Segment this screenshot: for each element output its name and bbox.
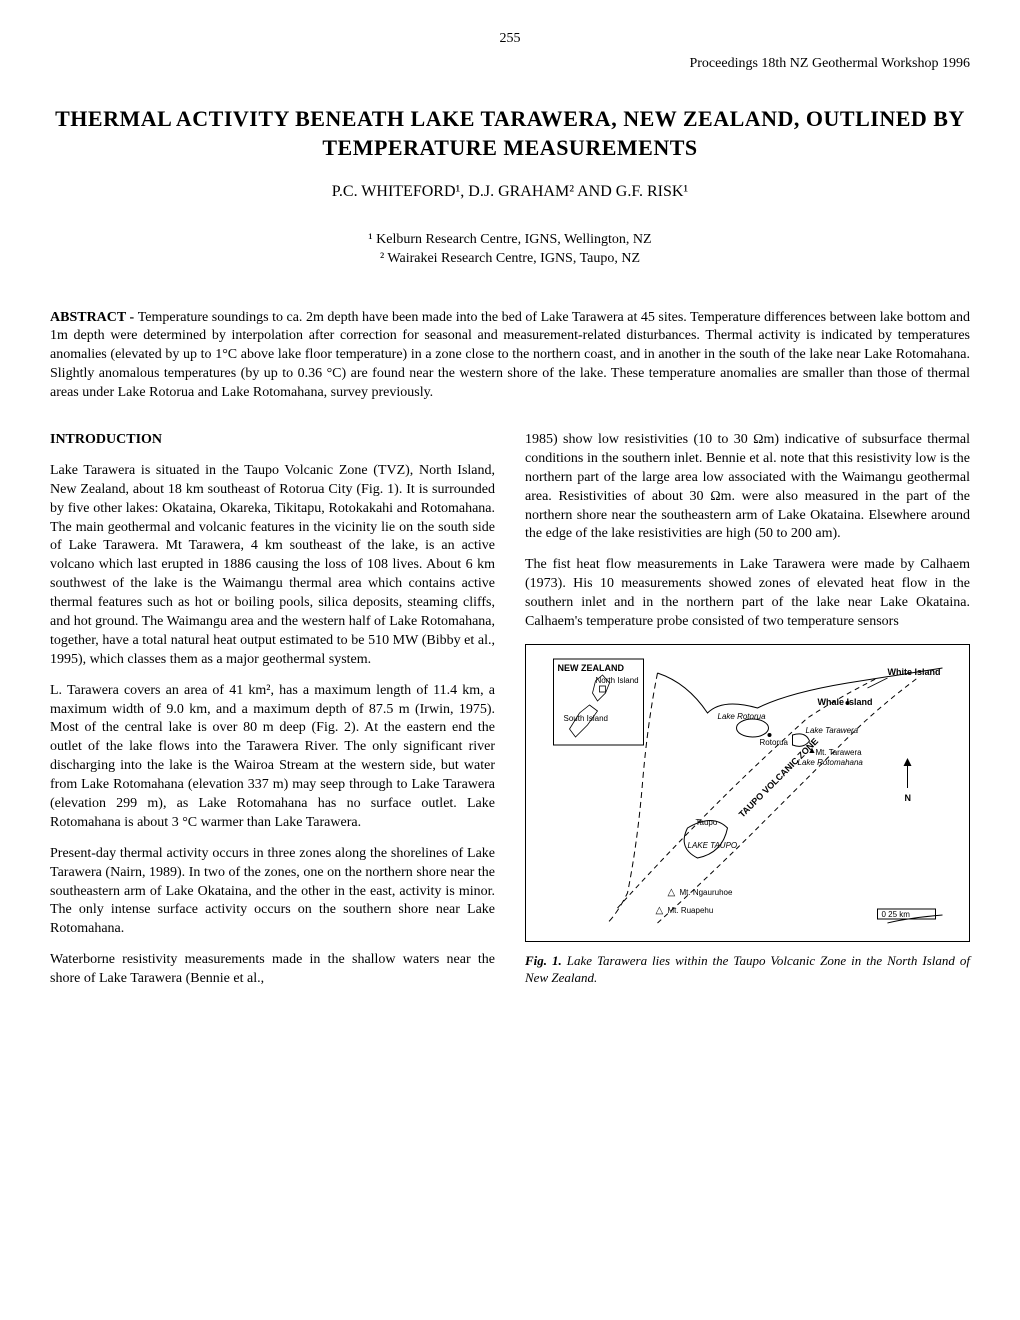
- proceedings-line: Proceedings 18th NZ Geothermal Workshop …: [50, 55, 970, 74]
- lake-rotorua-shape: [737, 719, 769, 737]
- figure-1-map: NEW ZEALAND North Island South Island: [525, 644, 970, 942]
- map-svg: NEW ZEALAND North Island South Island: [534, 653, 961, 933]
- label-taupo: Taupo: [696, 818, 718, 827]
- affiliation-1: ¹ Kelburn Research Centre, IGNS, Welling…: [50, 231, 970, 250]
- label-ruapehu: Mt. Ruapehu: [668, 906, 714, 915]
- paragraph: Waterborne resistivity measurements made…: [50, 951, 495, 989]
- label-lake-taupo: LAKE TAUPO: [688, 841, 738, 850]
- affiliations: ¹ Kelburn Research Centre, IGNS, Welling…: [50, 231, 970, 269]
- abstract-label: ABSTRACT -: [50, 310, 138, 325]
- label-ngauruhoe: Mt. Ngauruhoe: [680, 888, 733, 897]
- paragraph: Present-day thermal activity occurs in t…: [50, 845, 495, 939]
- label-lake-rotorua: Lake Rotorua: [718, 712, 767, 721]
- north-arrow-head: [904, 758, 912, 766]
- label-north: N: [905, 793, 912, 803]
- ngauruhoe-marker: △: [668, 887, 676, 898]
- paragraph: The fist heat flow measurements in Lake …: [525, 556, 970, 632]
- right-column: 1985) show low resistivities (10 to 30 Ω…: [525, 431, 970, 1001]
- label-lake-rotomahana: Lake Rotomahana: [798, 758, 864, 767]
- abstract: ABSTRACT - Temperature soundings to ca. …: [50, 309, 970, 403]
- paragraph: L. Tarawera covers an area of 41 km², ha…: [50, 682, 495, 833]
- label-south-island: South Island: [564, 714, 608, 723]
- page-number: 255: [50, 30, 970, 49]
- abstract-text: Temperature soundings to ca. 2m depth ha…: [50, 310, 970, 401]
- label-rotorua: Rotorua: [760, 738, 789, 747]
- figure-caption-label: Fig. 1.: [525, 953, 567, 968]
- rotorua-point: [768, 733, 772, 737]
- paper-title: THERMAL ACTIVITY BENEATH LAKE TARAWERA, …: [50, 104, 970, 163]
- tvz-boundary-right: [658, 678, 918, 923]
- label-white-island: White Island: [888, 667, 941, 677]
- authors-line: P.C. WHITEFORD¹, D.J. GRAHAM² AND G.F. R…: [50, 181, 970, 203]
- coastline-left-dashed: [608, 673, 658, 923]
- label-mt-tarawera: Mt. Tarawera: [816, 748, 863, 757]
- paragraph: Lake Tarawera is situated in the Taupo V…: [50, 462, 495, 670]
- figure-caption-text: Lake Tarawera lies within the Taupo Volc…: [525, 953, 970, 986]
- affiliation-2: ² Wairakei Research Centre, IGNS, Taupo,…: [50, 250, 970, 269]
- label-nz: NEW ZEALAND: [558, 663, 625, 673]
- ruapehu-marker: △: [656, 905, 664, 916]
- label-lake-tarawera: Lake Tarawera: [806, 726, 859, 735]
- figure-1-caption: Fig. 1. Lake Tarawera lies within the Ta…: [525, 952, 970, 987]
- section-heading-introduction: INTRODUCTION: [50, 431, 495, 450]
- label-scale: 0 25 km: [882, 910, 911, 919]
- inset-study-box: [600, 686, 606, 692]
- paragraph: 1985) show low resistivities (10 to 30 Ω…: [525, 431, 970, 544]
- left-column: INTRODUCTION Lake Tarawera is situated i…: [50, 431, 495, 1001]
- label-whale-island: Whale Island: [818, 697, 873, 707]
- two-column-body: INTRODUCTION Lake Tarawera is situated i…: [50, 431, 970, 1001]
- label-north-island: North Island: [596, 676, 639, 685]
